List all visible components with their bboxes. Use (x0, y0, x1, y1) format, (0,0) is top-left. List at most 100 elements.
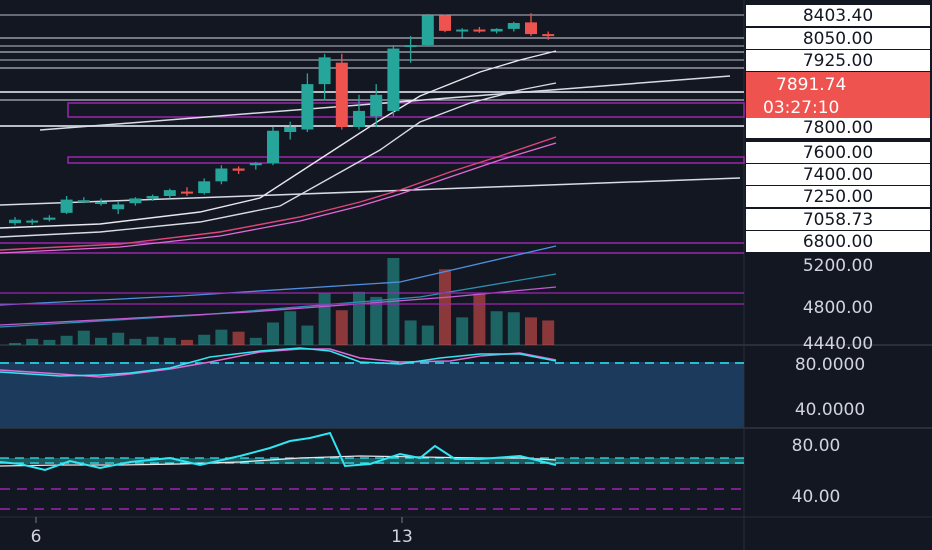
zone-box (67, 156, 745, 164)
price-axis-label: 6800.00 (803, 232, 873, 252)
price-axis-label: 7058.73 (803, 210, 873, 230)
candle-body (112, 204, 125, 210)
volume-bar (181, 339, 193, 345)
candle-body (335, 62, 348, 127)
osc2-axis-label: 40.00 (792, 487, 841, 507)
candle-body (284, 127, 297, 132)
time-axis-label: 13 (391, 527, 413, 547)
trend-line (0, 177, 741, 206)
price-axis-label: 7250.00 (803, 187, 873, 207)
trend-line (39, 75, 731, 131)
countdown-label: 03:27:10 (763, 98, 839, 118)
ma-slower-line (0, 142, 557, 254)
volume-bar (267, 322, 279, 345)
price-axis-label-bg (746, 28, 930, 49)
oscillator-1 (0, 347, 744, 428)
volume-bars (0, 245, 744, 345)
volume-axis-label: 4800.00 (803, 298, 873, 318)
current-price-label: 7891.74 (776, 75, 846, 95)
zone-box (67, 102, 745, 118)
candle-body (146, 196, 159, 199)
price-axis-label-bg (746, 142, 930, 163)
volume-bar (542, 320, 555, 345)
volume-bar (26, 338, 39, 345)
volume-bar (421, 325, 434, 345)
candle-body (456, 29, 469, 32)
candle-body (232, 168, 245, 171)
volume-bar (473, 293, 486, 345)
price-axis-label: 7925.00 (803, 51, 873, 71)
osc2-axis-label: 80.00 (792, 436, 841, 456)
volume-bar (43, 339, 56, 345)
volume-bar (301, 325, 314, 345)
candle-body (525, 22, 537, 35)
volume-ma-line (0, 273, 557, 328)
price-axis-label-bg (746, 5, 930, 26)
candle-body (9, 219, 21, 224)
volume-bar (232, 331, 245, 345)
price-axis-label-bg (746, 50, 930, 71)
candle-body (43, 217, 56, 220)
volume-bar (215, 329, 228, 345)
volume-bar (318, 292, 331, 345)
price-axis-label-bg (746, 117, 930, 138)
time-axis: 6 13 (31, 517, 413, 547)
price-axis-label-bg (746, 186, 930, 207)
candle-body (163, 190, 176, 196)
price-axis-label: 7600.00 (803, 143, 873, 163)
moving-averages (0, 50, 557, 254)
price-axis-label-bg (746, 209, 930, 230)
volume-bar (404, 320, 417, 345)
oscillator-2 (0, 431, 744, 510)
candle-body (318, 57, 331, 85)
volume-bar (112, 332, 125, 345)
osc2-main-line (0, 431, 557, 472)
countdown-tag: 03:27:10 (746, 96, 930, 118)
volume-bar (77, 330, 90, 345)
volume-bar (353, 291, 365, 345)
volume-axis-label: 5200.00 (803, 256, 873, 276)
candle-body (542, 34, 555, 37)
horizontal-levels (0, 14, 745, 254)
volume-bar (490, 311, 503, 345)
volume-bar (60, 335, 73, 345)
candle-body (26, 220, 39, 223)
candle-body (353, 110, 365, 127)
volume-bar (507, 312, 520, 345)
price-axis-label: 8403.40 (803, 6, 873, 26)
volume-bar (146, 336, 159, 345)
volume-bar (439, 269, 451, 345)
volume-bar (163, 337, 176, 345)
price-axis-label: 7400.00 (803, 165, 873, 185)
volume-bar (456, 317, 469, 345)
volume-bar (370, 296, 383, 345)
volume-ma-line (0, 245, 557, 306)
osc1-axis-label: 40.0000 (795, 400, 865, 420)
candles (9, 13, 555, 226)
candle-body (95, 202, 107, 205)
volume-axis-label: 4440.00 (803, 334, 873, 354)
candle-body (404, 45, 417, 48)
candle-body (198, 181, 211, 194)
price-axis-label: 7800.00 (803, 118, 873, 138)
volume-bar (335, 310, 348, 345)
osc1-fast-line (0, 347, 557, 377)
candle-body (387, 48, 400, 111)
osc2-band (0, 458, 744, 464)
price-axis-label-bg (746, 164, 930, 185)
candle-body (249, 163, 262, 166)
ma-fast-line (0, 50, 557, 229)
ma-mid-line (0, 82, 557, 238)
price-axis-label-bg (746, 231, 930, 252)
candle-body (267, 130, 279, 163)
volume-bar (9, 342, 21, 345)
candle-body (490, 28, 503, 32)
candle-body (301, 84, 314, 130)
volume-bar (525, 317, 537, 345)
osc1-axis-label: 80.0000 (795, 355, 865, 375)
volume-bar (95, 337, 107, 345)
candle-body (77, 200, 90, 203)
candle-body (473, 29, 486, 32)
